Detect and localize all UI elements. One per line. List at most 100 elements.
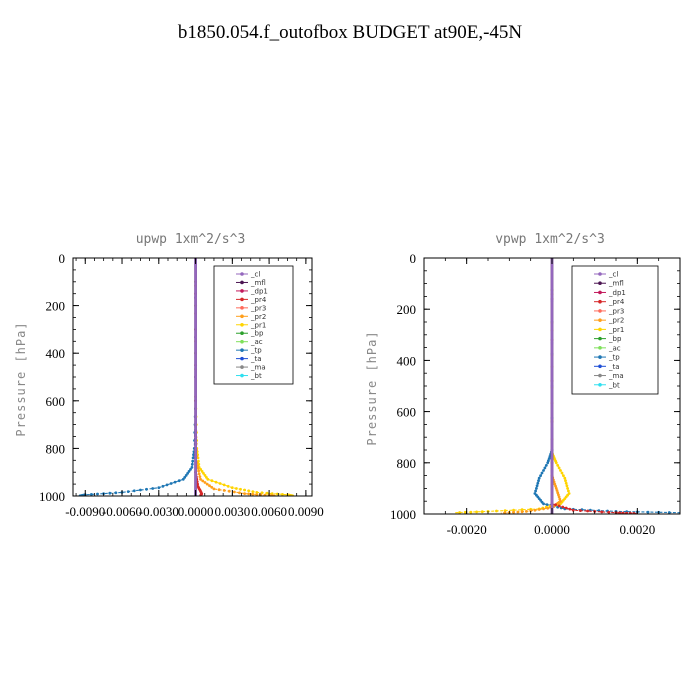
legend-label: _ac [250,338,263,346]
series-marker [208,484,211,488]
x-tick-label: -0.0030 [139,504,179,519]
x-tick-label: -0.0020 [447,522,487,537]
legend-label: _bp [608,335,622,343]
legend-swatch-marker [598,355,602,359]
legend-swatch-marker [598,364,602,369]
legend-label: _pr1 [608,326,624,334]
legend-label: _pr4 [608,298,625,306]
legend-label: _pr2 [608,317,624,325]
legend-label: _dp1 [250,287,268,295]
legend-swatch-marker [240,348,244,352]
series-marker [563,476,567,480]
series-marker [560,471,564,475]
legend-swatch-marker [240,339,244,344]
legend-swatch-marker [598,309,602,313]
legend-swatch-marker [240,331,244,336]
series-marker [537,476,541,480]
chart-panel-1: upwp 1xm^2/s^3 Pressure [hPa] 0 200 400 600 80… [14,232,324,519]
legend-swatch-marker [598,290,602,295]
series-marker [646,510,650,514]
series-marker [539,474,542,477]
panel-title: upwp 1xm^2/s^3 [136,232,246,247]
series-marker [475,510,478,514]
series-marker [235,487,238,490]
series-marker [558,497,562,501]
y-tick-label: 0 [59,251,66,266]
legend-label: _ma [250,364,266,372]
series-marker [263,493,267,496]
series-marker [542,507,545,511]
series-marker [238,491,241,495]
series-marker [206,477,210,481]
series-marker [203,481,207,484]
series-marker [184,474,188,477]
legend-swatch-marker [240,322,244,327]
series-marker [564,506,568,510]
legend-label: _tp [250,347,262,355]
legend-label: _cl [608,271,618,279]
series-marker [512,510,515,514]
x-tick-label: 0.0020 [619,522,655,537]
legend-label: _bp [250,330,264,338]
series-marker [114,491,118,495]
legend-label: _ac [608,344,621,352]
series-marker [201,479,205,483]
series-marker [203,474,207,477]
series-marker [199,468,203,471]
legend-label: _pr3 [250,304,266,312]
series-marker [190,462,194,466]
series-marker [205,482,209,486]
series-marker [554,503,557,507]
series-marker [520,508,524,512]
series-marker [469,510,473,514]
legend-label: _ta [608,363,620,371]
series-marker [542,502,545,506]
series-marker [212,487,216,491]
series-marker [512,508,515,512]
legend-label: _mfl [250,279,266,287]
x-tick-label: 0.0000 [178,504,214,519]
series-marker [200,470,204,473]
series-marker [218,482,222,485]
legend-label: _pr2 [250,313,266,321]
series-marker [96,492,99,496]
series-marker [187,470,191,473]
series-marker [196,466,200,470]
series-marker [533,508,537,512]
series-group [78,258,294,496]
series-marker [565,484,569,488]
figure-title: b1850.054.f_outofbox BUDGET at90E,-45N [177,22,523,43]
y-tick-label: 400 [397,353,417,368]
series-marker [191,456,195,460]
series-marker [550,299,554,303]
legend-swatch-marker [598,281,602,286]
y-tick-label: 600 [46,394,66,409]
series-marker [255,493,259,496]
legend: _cl_mfl_dp1_pr4_pr3_pr2_pr1_bp_ac_tp_ta_… [213,265,294,385]
series-marker [214,480,218,484]
series-marker [210,485,214,489]
legend-box [571,265,659,395]
series-marker [555,489,559,492]
series-marker [516,510,520,514]
series-marker [546,506,550,510]
series-marker [139,488,142,492]
series-marker [550,341,554,345]
series-marker [165,483,169,487]
x-tick-label: -0.0060 [102,504,142,519]
series-marker [540,471,544,475]
series-marker [621,511,625,514]
legend: _cl_mfl_dp1_pr4_pr3_pr2_pr1_bp_ac_tp_ta_… [571,265,659,395]
series-marker [243,492,247,495]
legend-swatch-marker [598,272,602,276]
legend-swatch-marker [240,289,244,293]
series-marker [600,510,604,514]
legend-swatch-marker [240,272,244,276]
series-marker [567,489,570,493]
series-marker [571,508,575,512]
series-marker [568,507,572,511]
legend-label: _tp [608,354,620,362]
legend-label: _bt [250,372,262,380]
series-marker [270,492,274,495]
legend-swatch-marker [240,365,244,369]
